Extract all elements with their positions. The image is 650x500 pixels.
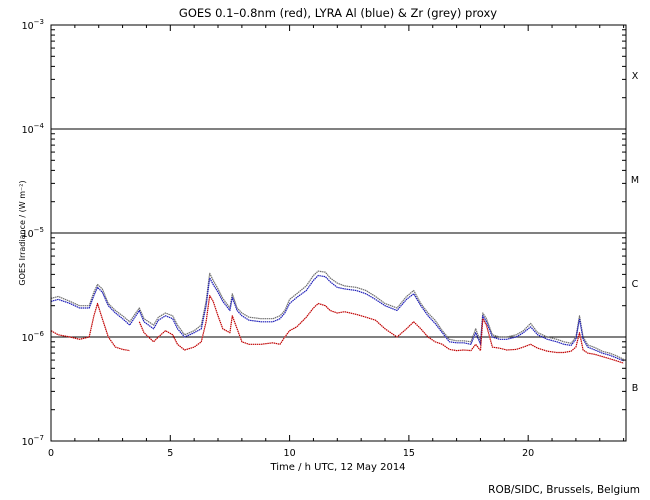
flare-class-labels: X M C B (631, 71, 639, 394)
class-boundary-lines (51, 128, 626, 338)
y-tick-label: 10−4 (22, 122, 45, 136)
chart-title: GOES 0.1–0.8nm (red), LYRA Al (blue) & Z… (179, 6, 497, 20)
x-axis-ticks: 0 5 10 15 20 (48, 25, 625, 459)
x-axis-label: Time / h UTC, 12 May 2014 (269, 462, 405, 473)
y-tick-label: 10−3 (22, 18, 44, 32)
plot-area: 0 5 10 15 20 10−7 10−6 10−5 10−4 10−3 X M C B (22, 18, 640, 459)
x-tick-label: 15 (403, 448, 415, 459)
class-label-x: X (632, 71, 639, 82)
y-tick-label: 10−7 (22, 434, 44, 448)
series-line-2 (50, 270, 624, 360)
x-tick-label: 10 (284, 448, 296, 459)
series-layer (50, 270, 624, 364)
class-label-m: M (631, 175, 639, 186)
credit-text: ROB/SIDC, Brussels, Belgium (488, 484, 640, 496)
y-tick-label: 10−6 (22, 330, 45, 344)
x-tick-label: 5 (167, 448, 173, 459)
x-tick-label: 0 (48, 448, 54, 459)
y-axis-ticks: 10−7 10−6 10−5 10−4 10−3 (22, 18, 626, 448)
series-line-0 (50, 295, 624, 364)
y-axis-label: GOES Irradiance / (W m⁻²) (18, 180, 27, 285)
x-tick-label: 20 (522, 448, 534, 459)
series-line-1 (50, 274, 624, 362)
class-label-c: C (632, 279, 639, 290)
y-tick-label: 10−5 (22, 226, 44, 240)
class-label-b: B (632, 383, 639, 394)
